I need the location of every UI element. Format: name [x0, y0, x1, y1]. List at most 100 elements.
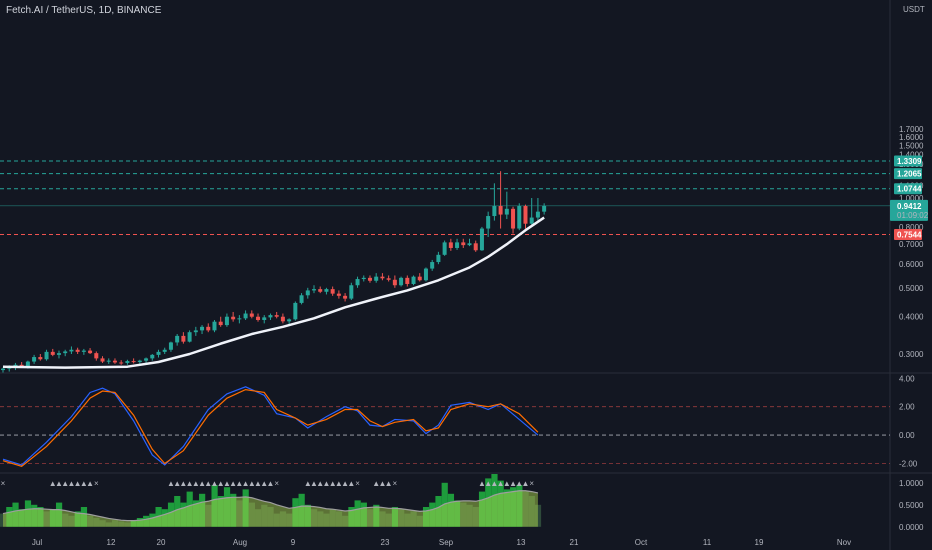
volume-bar	[149, 513, 156, 527]
signal-marker: ▲	[310, 479, 318, 488]
candle-body	[386, 278, 391, 280]
signal-marker: ▲	[235, 479, 243, 488]
signal-marker: ▲	[378, 479, 386, 488]
volume-bar	[6, 507, 13, 527]
volume-bar	[317, 511, 324, 527]
time-tick-label: Jul	[32, 538, 42, 547]
candle-body	[75, 349, 80, 352]
signal-marker: ▲	[80, 479, 88, 488]
candle-body	[529, 217, 534, 224]
candle-body	[206, 326, 211, 331]
symbol-title: Fetch.AI / TetherUS, 1D, BINANCE	[6, 5, 162, 16]
price-tick-label: 0.5000	[899, 284, 924, 293]
volume-bar	[522, 491, 529, 527]
signal-marker: ▲	[248, 479, 256, 488]
signal-marker: ▲	[254, 479, 262, 488]
volume-bar	[80, 507, 88, 527]
candle-body	[56, 353, 61, 355]
bar-countdown: 01:09:02	[897, 211, 929, 220]
signal-marker: ×	[274, 479, 279, 488]
candle-body	[137, 360, 142, 363]
volume-bar	[111, 520, 119, 527]
volume-bar	[167, 502, 175, 527]
volume-bar	[174, 496, 181, 527]
volume-panel: × ▲▲▲▲▲▲▲ × ▲▲▲▲▲▲▲▲▲▲▲▲▲▲▲▲▲ × ▲▲▲▲▲▲▲▲ × ▲▲▲ ×…	[0, 474, 542, 527]
candle-body	[119, 362, 124, 364]
candle-body	[312, 289, 316, 291]
price-tick-label: 0.3000	[899, 350, 924, 359]
volume-bar	[528, 496, 535, 527]
signal-marker: ▲	[67, 479, 75, 488]
volume-tick-label: 1.0000	[899, 479, 924, 488]
signal-marker: ▲	[167, 479, 175, 488]
volume-bar	[62, 513, 69, 527]
candle-body	[392, 279, 397, 286]
macd-tick-label: 2.00	[899, 403, 915, 412]
macd-tick-label: 0.00	[899, 431, 915, 440]
volume-ma-line	[2, 490, 539, 522]
volume-bar	[460, 502, 467, 527]
time-tick-label: 12	[107, 538, 116, 547]
candle-body	[156, 351, 161, 355]
price-tick-label: 1.7000	[899, 125, 924, 134]
volume-bar	[68, 515, 75, 527]
candle-body	[32, 357, 37, 362]
volume-bar	[516, 485, 523, 527]
candle-body	[175, 335, 180, 343]
candle-body	[492, 206, 497, 217]
candle-body	[249, 313, 254, 317]
volume-bar	[279, 511, 287, 527]
price-axis[interactable]: 1.70001.60001.50001.40001.30001.10001.00…	[890, 125, 929, 532]
candle-body	[330, 289, 335, 294]
volume-bar	[391, 507, 399, 527]
volume-bar	[236, 500, 243, 527]
candle-body	[162, 349, 167, 352]
candle-body	[69, 349, 74, 352]
time-tick-label: 11	[703, 538, 712, 547]
volume-bar	[385, 513, 392, 527]
price-level-badge	[894, 183, 922, 195]
candle-body	[50, 351, 55, 355]
candle-body	[361, 277, 366, 280]
volume-bar	[199, 493, 206, 527]
macd-tick-label: -2.00	[899, 459, 918, 468]
candle-body	[324, 289, 329, 292]
volume-tick-label: 0.5000	[899, 501, 924, 510]
volume-bar	[286, 513, 293, 527]
candle-body	[349, 285, 354, 299]
volume-bar	[55, 502, 63, 527]
last-price-badge	[890, 199, 928, 221]
volume-bar	[491, 474, 498, 527]
volume-bar	[130, 520, 137, 527]
price-tick-label: 1.4000	[899, 150, 924, 159]
price-panel	[0, 160, 890, 373]
candle-body	[237, 318, 242, 320]
signal-marker: ▲	[74, 479, 82, 488]
signal-marker: ▲	[223, 479, 231, 488]
time-tick-label: Aug	[233, 538, 247, 547]
candle-body	[411, 276, 416, 284]
price-level-label: 1.3309	[897, 157, 922, 166]
signal-marker: ▲	[198, 479, 206, 488]
moving-average-line	[2, 216, 545, 369]
candle-body	[299, 295, 304, 303]
signal-marker: ▲	[478, 479, 486, 488]
candle-body	[367, 277, 372, 281]
candle-body	[355, 279, 360, 286]
volume-bar	[510, 487, 517, 527]
volume-bar	[211, 485, 218, 527]
candle-body	[436, 254, 441, 263]
price-level-badge	[894, 155, 922, 167]
time-axis[interactable]: Jul 12 20 Aug 9 23 Sep 13 21 Oct 11 19 Nov	[32, 538, 851, 547]
signal-marker: ▲	[497, 479, 505, 488]
volume-bar	[379, 511, 386, 527]
volume-bar	[348, 507, 355, 527]
volume-bar	[292, 498, 299, 527]
signal-marker: ▲	[484, 479, 492, 488]
candle-body	[542, 205, 547, 212]
signal-marker: ▲	[490, 479, 498, 488]
signal-marker: ▲	[347, 479, 355, 488]
volume-bar	[230, 493, 237, 527]
candle-body	[511, 208, 516, 229]
